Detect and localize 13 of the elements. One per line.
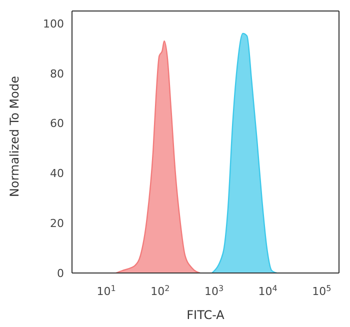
x-axis-title: FITC-A bbox=[186, 308, 226, 322]
y-tick-label: 20 bbox=[50, 217, 64, 230]
y-tick-label: 80 bbox=[50, 67, 64, 80]
x-tick-label: 10$^{4}$ bbox=[258, 284, 278, 298]
x-tick-label: 10$^{3}$ bbox=[204, 284, 224, 298]
x-tick-label: 10$^{5}$ bbox=[312, 284, 332, 298]
x-tick-label: 10$^{2}$ bbox=[150, 284, 170, 298]
y-tick-label: 60 bbox=[50, 117, 64, 130]
y-axis-title: Normalized To Mode bbox=[7, 76, 22, 197]
y-tick-label: 100 bbox=[43, 17, 64, 30]
x-tick-label: 10$^{1}$ bbox=[96, 284, 116, 298]
y-tick-label: 0 bbox=[57, 266, 64, 280]
y-tick-label: 40 bbox=[50, 167, 64, 180]
